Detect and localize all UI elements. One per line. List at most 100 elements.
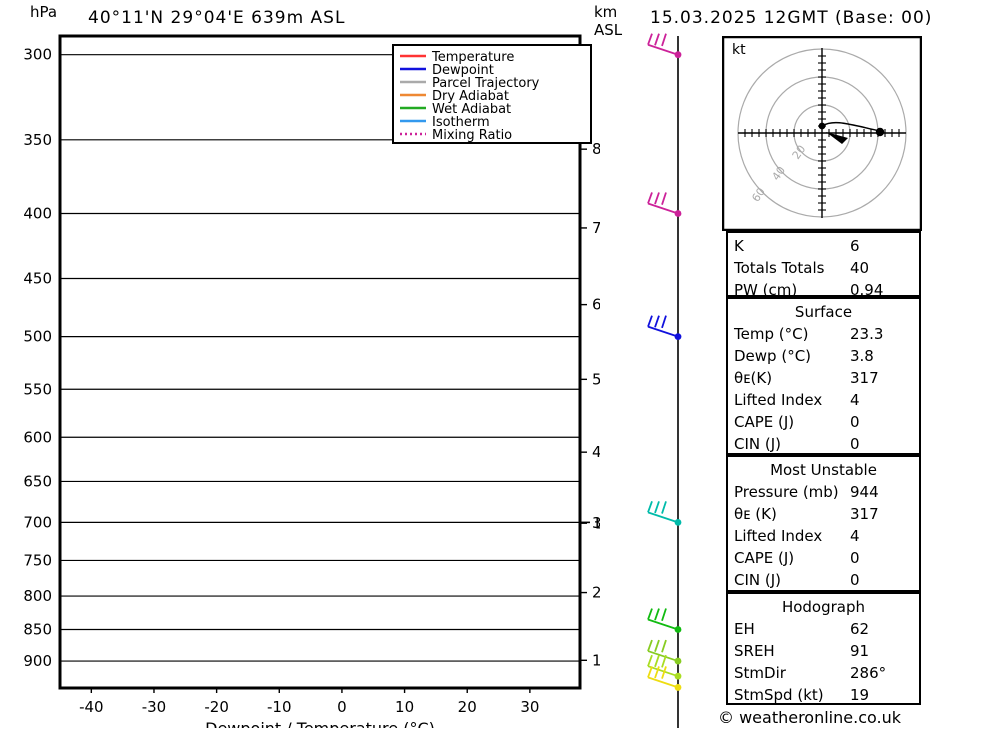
x-axis-label: Dewpoint / Temperature (°C) [205,719,435,728]
pressure-unit-label: hPa [30,3,58,21]
temperature-tick-label: 20 [458,698,477,716]
panel-row-label: Pressure (mb) [734,483,839,501]
skewt-diagram: 3468101520253003504004505005506006507007… [23,34,600,728]
pressure-tick-label: 750 [23,551,52,569]
panel-row-label: K [734,237,744,255]
pressure-tick-label: 450 [23,270,52,288]
panel-row-value: 91 [850,642,870,660]
legend-label: Temperature [431,50,514,65]
panel-row-value: 19 [850,686,870,704]
panel-row-value: 0.94 [850,281,884,299]
temperature-tick-label: -30 [142,698,167,716]
legend-label: Isotherm [432,115,490,130]
pressure-tick-label: 500 [23,328,52,346]
hodograph-point-end [875,127,885,137]
panel-title: Most Unstable [770,461,877,479]
panel-row-label: PW (cm) [734,281,798,299]
panel-row-value: 317 [850,369,879,387]
most-unstable-panel: Most Unstable Pressure (mb) 944 θᴇ (K) 317 Li… [726,455,921,592]
panel-title: Hodograph [781,598,866,616]
height-tick-label: 5 [592,370,600,388]
panel-row-label: EH [734,620,755,638]
height-tick-label: 2 [592,584,600,602]
panel-row-value: 286° [850,664,887,682]
storm-motion-arrow [826,132,848,144]
panel-row-label: StmSpd (kt) [734,686,824,704]
pressure-tick-label: 800 [23,587,52,605]
wind-barb [647,33,679,56]
wind-barb-column [647,33,682,728]
pressure-tick-label: 850 [23,621,52,639]
panel-row-value: 0 [850,413,860,431]
panel-row-label: SREH [734,642,775,660]
panel-row-value: 23.3 [850,325,884,343]
lcl-label: LCL [595,514,600,532]
pressure-tick-label: 400 [23,204,52,222]
panel-row-label: CAPE (J) [734,413,795,431]
panel-row-value: 0 [850,435,860,453]
panel-row-value: 4 [850,391,860,409]
pressure-tick-label: 550 [23,380,52,398]
wind-barb [647,315,679,338]
panel-title: Surface [794,303,853,321]
legend-label: Dry Adiabat [432,89,509,104]
height-tick-label: 3 [592,514,600,532]
hodograph-unit-label: kt [732,42,746,58]
pressure-tick-label: 350 [23,131,52,149]
panel-row-label: Temp (°C) [734,325,809,343]
temperature-tick-label: 30 [520,698,539,716]
wind-barb [647,666,679,689]
wind-barb [647,192,679,215]
wind-barb [647,654,679,678]
wind-barb [647,501,679,524]
legend-label: Parcel Trajectory [432,76,540,91]
panel-row-value: 944 [850,483,879,501]
height-tick-label: 6 [592,296,600,314]
panel-row-label: Lifted Index [734,527,823,545]
pressure-tick-label: 650 [23,472,52,490]
panel-row-label: Lifted Index [734,391,823,409]
height-tick-label: 7 [592,219,600,237]
panel-row-value: 3.8 [850,347,874,365]
panel-row-label: θᴇ(K) [734,369,773,387]
panel-row-label: CIN (J) [734,435,782,453]
panel-row-value: 4 [850,527,860,545]
panel-row-value: 62 [850,620,870,638]
height-unit-label-km: km [594,3,618,21]
panel-row-value: 317 [850,505,879,523]
panel-row-label: StmDir [734,664,786,682]
height-tick-label: 4 [592,443,600,461]
height-unit-label-asl: ASL [594,21,623,39]
plot-frame [58,34,582,690]
wind-barb [647,639,679,662]
panel-row-value: 0 [850,571,860,589]
panel-row-label: CAPE (J) [734,549,795,567]
temperature-tick-label: -20 [204,698,229,716]
pressure-tick-label: 600 [23,428,52,446]
panel-row-label: θᴇ (K) [734,505,777,523]
wind-barb [647,608,679,631]
panel-row-value: 6 [850,237,860,255]
legend-label: Wet Adiabat [432,102,511,117]
panel-row-value: 40 [850,259,870,277]
legend-label: Dewpoint [432,63,494,78]
temperature-tick-label: -10 [267,698,292,716]
copyright-label: © weatheronline.co.uk [718,708,901,727]
page-title: 40°11'N 29°04'E 639m ASL [88,8,346,28]
temperature-tick-label: 0 [337,698,347,716]
datetime-label: 15.03.2025 12GMT (Base: 00) [650,8,933,28]
panel-row-label: Dewp (°C) [734,347,812,365]
pressure-tick-label: 300 [23,46,52,64]
panel-row-label: Totals Totals [734,259,825,277]
pressure-tick-label: 900 [23,652,52,670]
legend-label: Mixing Ratio [432,128,512,143]
temperature-tick-label: -40 [79,698,104,716]
height-tick-label: 8 [592,140,600,158]
indices-panel: K 6 Totals Totals 40 PW (cm) 0.94 [726,231,921,299]
pressure-tick-label: 700 [23,513,52,531]
panel-row-label: CIN (J) [734,571,782,589]
temperature-tick-label: 10 [395,698,414,716]
hodograph-stats-panel: Hodograph EH 62 SREH 91 StmDir 286° StmSpd (kt)… [726,592,921,705]
